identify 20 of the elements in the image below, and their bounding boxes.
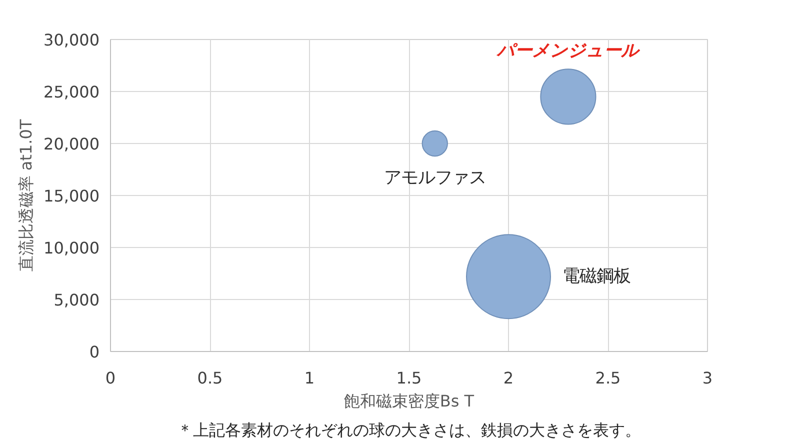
series-label: パーメンジュール xyxy=(496,41,642,62)
y-tick-label: 10,000 xyxy=(44,238,100,258)
x-tick-label: 1 xyxy=(304,368,315,388)
series-label: アモルファス xyxy=(384,168,486,188)
series-label: 電磁鋼板 xyxy=(562,266,630,287)
x-tick-label: 0.5 xyxy=(197,368,223,388)
x-tick-label: 1.5 xyxy=(396,368,422,388)
x-axis-title: 飽和磁束密度Bs T xyxy=(344,392,474,410)
y-axis-title: 直流比透磁率 at1.0T xyxy=(16,119,36,272)
x-tick-label: 2 xyxy=(503,368,514,388)
y-tick-label: 20,000 xyxy=(44,134,100,154)
y-tick-label: 25,000 xyxy=(44,82,100,102)
y-tick-label: 30,000 xyxy=(44,30,100,50)
y-tick-label: 0 xyxy=(89,342,100,362)
x-tick-label: 3 xyxy=(702,368,713,388)
y-tick-label: 5,000 xyxy=(54,290,100,310)
x-tick-label: 2.5 xyxy=(595,368,621,388)
y-tick-label: 15,000 xyxy=(44,186,100,206)
text: ＊上記各素材のそれぞれの球の大きさは、鉄損の大きさを表す。 xyxy=(177,420,641,440)
x-tick-label: 0 xyxy=(105,368,116,388)
